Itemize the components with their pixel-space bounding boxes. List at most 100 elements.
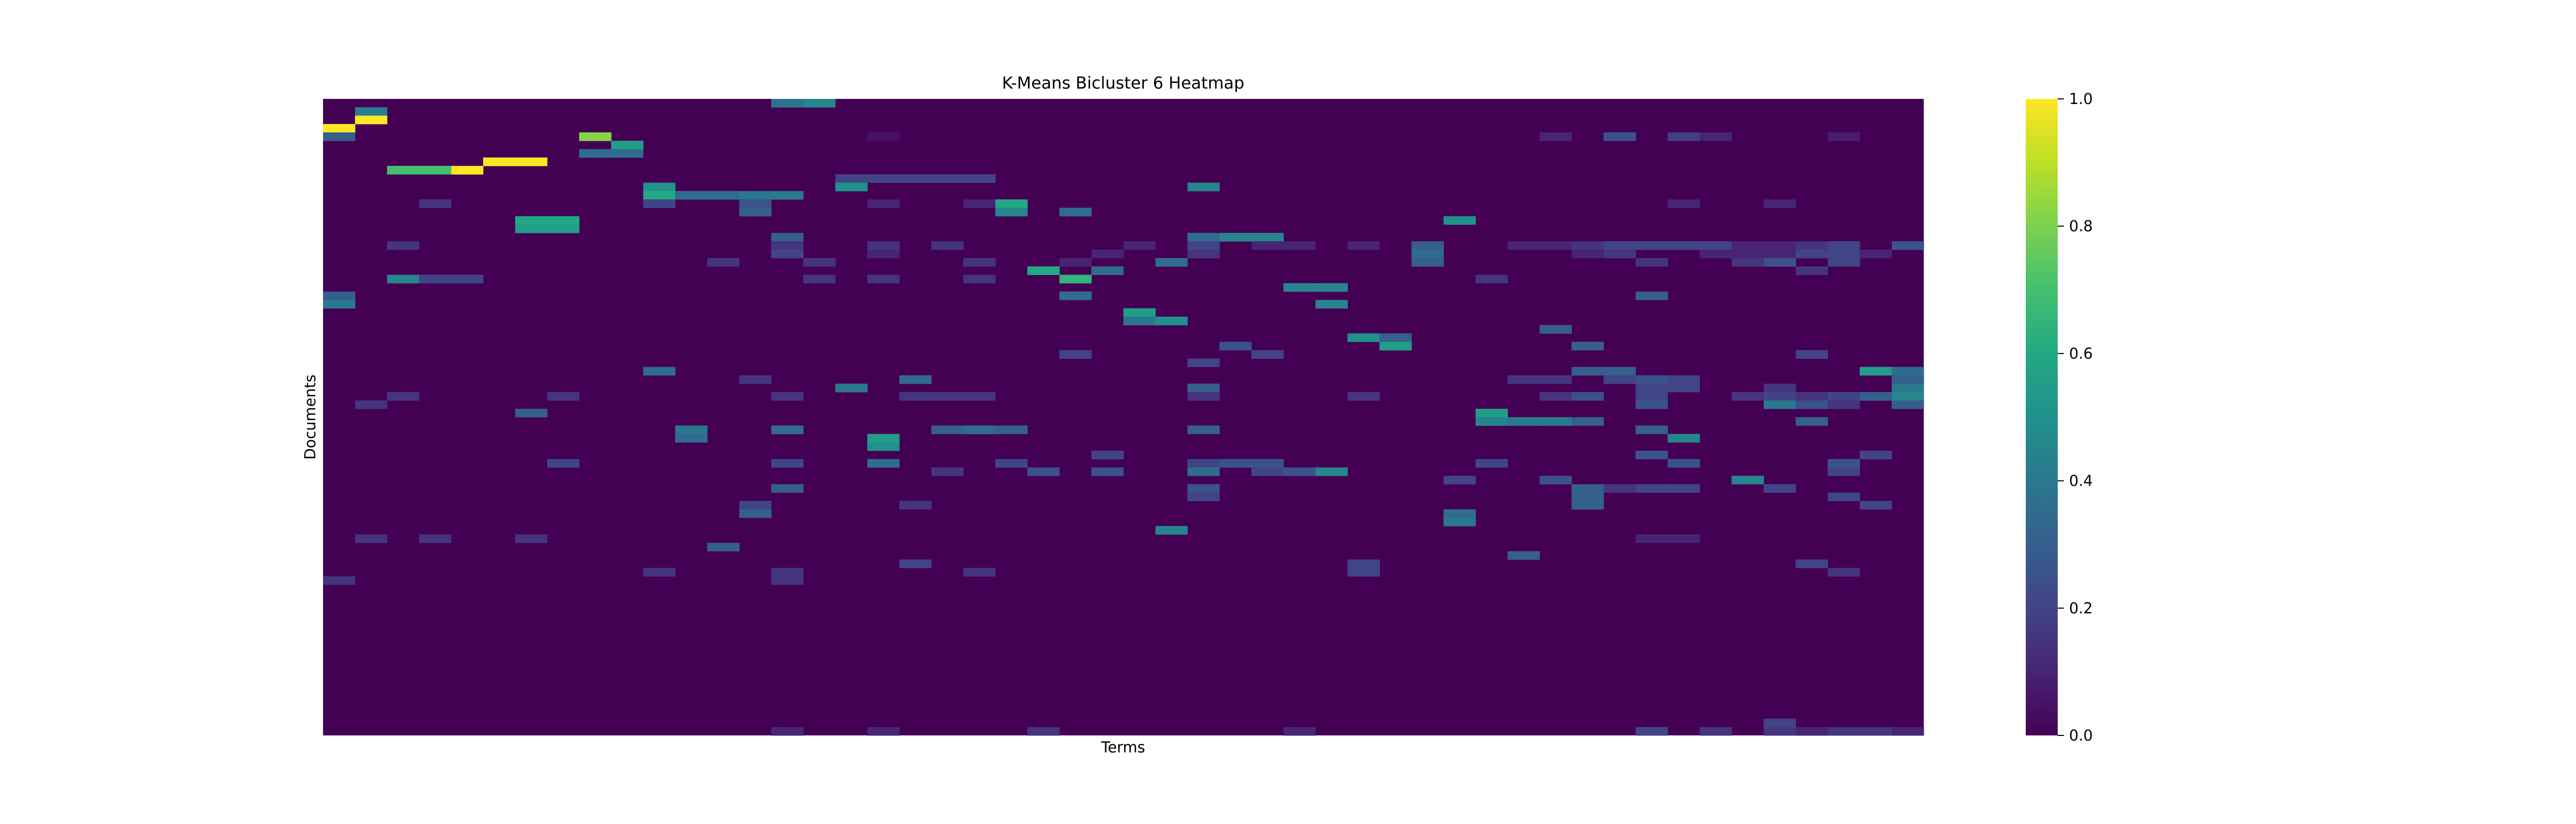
heatmap-cell [1795,249,1828,259]
heatmap-cell [1635,383,1668,392]
heatmap-cell [1603,132,1636,141]
heatmap-cell [1827,727,1860,736]
heatmap-cell [1059,291,1092,300]
heatmap-cell [1347,559,1380,569]
heatmap-cell [1635,400,1668,409]
heatmap-cell [771,459,804,468]
heatmap-cell [1507,375,1540,384]
heatmap-cell [1155,316,1188,325]
heatmap-cell [1859,249,1892,259]
heatmap-cell [1571,341,1604,351]
heatmap-cell [931,392,964,401]
heatmap-cell [1635,291,1668,300]
heatmap-cell [387,241,419,250]
heatmap-cell [515,534,548,543]
heatmap-cell [1667,241,1700,250]
heatmap-cell [643,191,676,200]
heatmap-cell [1700,241,1732,250]
heatmap-cell [1379,333,1412,342]
heatmap-cell [1507,241,1540,250]
heatmap-cell [1571,484,1604,493]
heatmap-cell [1667,484,1700,493]
heatmap-cell [835,182,868,192]
heatmap-cell [867,727,900,736]
heatmap-cell [1891,375,1924,384]
heatmap-cell [867,241,900,250]
heatmap-cell [931,174,964,183]
heatmap-cell [355,534,387,543]
heatmap-cell [1732,392,1764,401]
heatmap-cell [1187,249,1220,259]
heatmap-cell [547,224,580,233]
heatmap-cell [1219,233,1252,242]
colorbar-tick-label: 0.4 [2069,472,2093,490]
heatmap-cell [771,568,804,577]
heatmap-cell [1315,467,1348,476]
heatmap-cell [1187,467,1220,476]
heatmap-cell [611,149,643,158]
heatmap-cell [963,568,996,577]
heatmap-cell [1859,727,1892,736]
heatmap-cell [419,534,452,543]
heatmap-cell [675,425,708,435]
heatmap-cell [1187,233,1220,242]
heatmap-cell [1187,425,1220,435]
heatmap-cell [1411,249,1444,259]
heatmap-cell [1443,518,1476,526]
heatmap-cell [1764,199,1796,208]
heatmap-cell [1091,451,1124,459]
heatmap-cell [739,509,772,518]
heatmap-cell [1635,484,1668,493]
heatmap-cell [771,249,804,259]
heatmap-cell [1539,132,1572,141]
heatmap-cell [867,442,900,451]
colorbar-tick-label: 0.0 [2069,727,2093,744]
heatmap-cell [1091,249,1124,259]
heatmap-cell [1539,417,1572,426]
heatmap-cell [1795,417,1828,426]
heatmap-cell [611,141,643,150]
heatmap-cells [323,99,1924,736]
heatmap-cell [1764,484,1796,493]
heatmap-cell [803,99,836,108]
heatmap-cell [1827,492,1860,502]
heatmap-cell [1667,199,1700,208]
heatmap-cell [963,274,996,284]
heatmap-cell [931,467,964,476]
heatmap-cell [1347,333,1380,342]
heatmap-cell [1347,568,1380,577]
heatmap-cell [1251,233,1284,242]
heatmap-cell [771,425,804,435]
heatmap-cell [1603,375,1636,384]
heatmap-cell [1123,316,1156,325]
heatmap-cell [675,434,708,443]
heatmap-cell [1283,241,1316,250]
heatmap-cell [515,224,548,233]
heatmap-cell [995,199,1028,208]
heatmap-cell [515,408,548,418]
heatmap-cell [579,132,612,141]
heatmap-cell [835,174,868,183]
heatmap-cell [1764,392,1796,401]
heatmap-cell [1700,249,1732,259]
heatmap-cell [1155,526,1188,535]
heatmap-cell [931,425,964,435]
heatmap-cell [803,258,836,267]
heatmap-cell [1539,241,1572,250]
heatmap-cell [1187,459,1220,468]
heatmap-background [323,99,1924,735]
heatmap-cell [483,157,516,166]
heatmap-cell [355,115,387,125]
heatmap-cell [387,166,419,175]
heatmap-cell [1571,249,1604,259]
heatmap-cell [1251,459,1284,468]
heatmap-cell [1059,258,1092,267]
heatmap-cell [1827,459,1860,468]
heatmap-cell [1667,132,1700,141]
heatmap-cell [995,425,1028,435]
heatmap-cell [1635,392,1668,401]
heatmap-cell [867,434,900,443]
heatmap-cell [323,132,355,141]
heatmap-cell [451,166,484,175]
heatmap-cell [643,367,676,376]
